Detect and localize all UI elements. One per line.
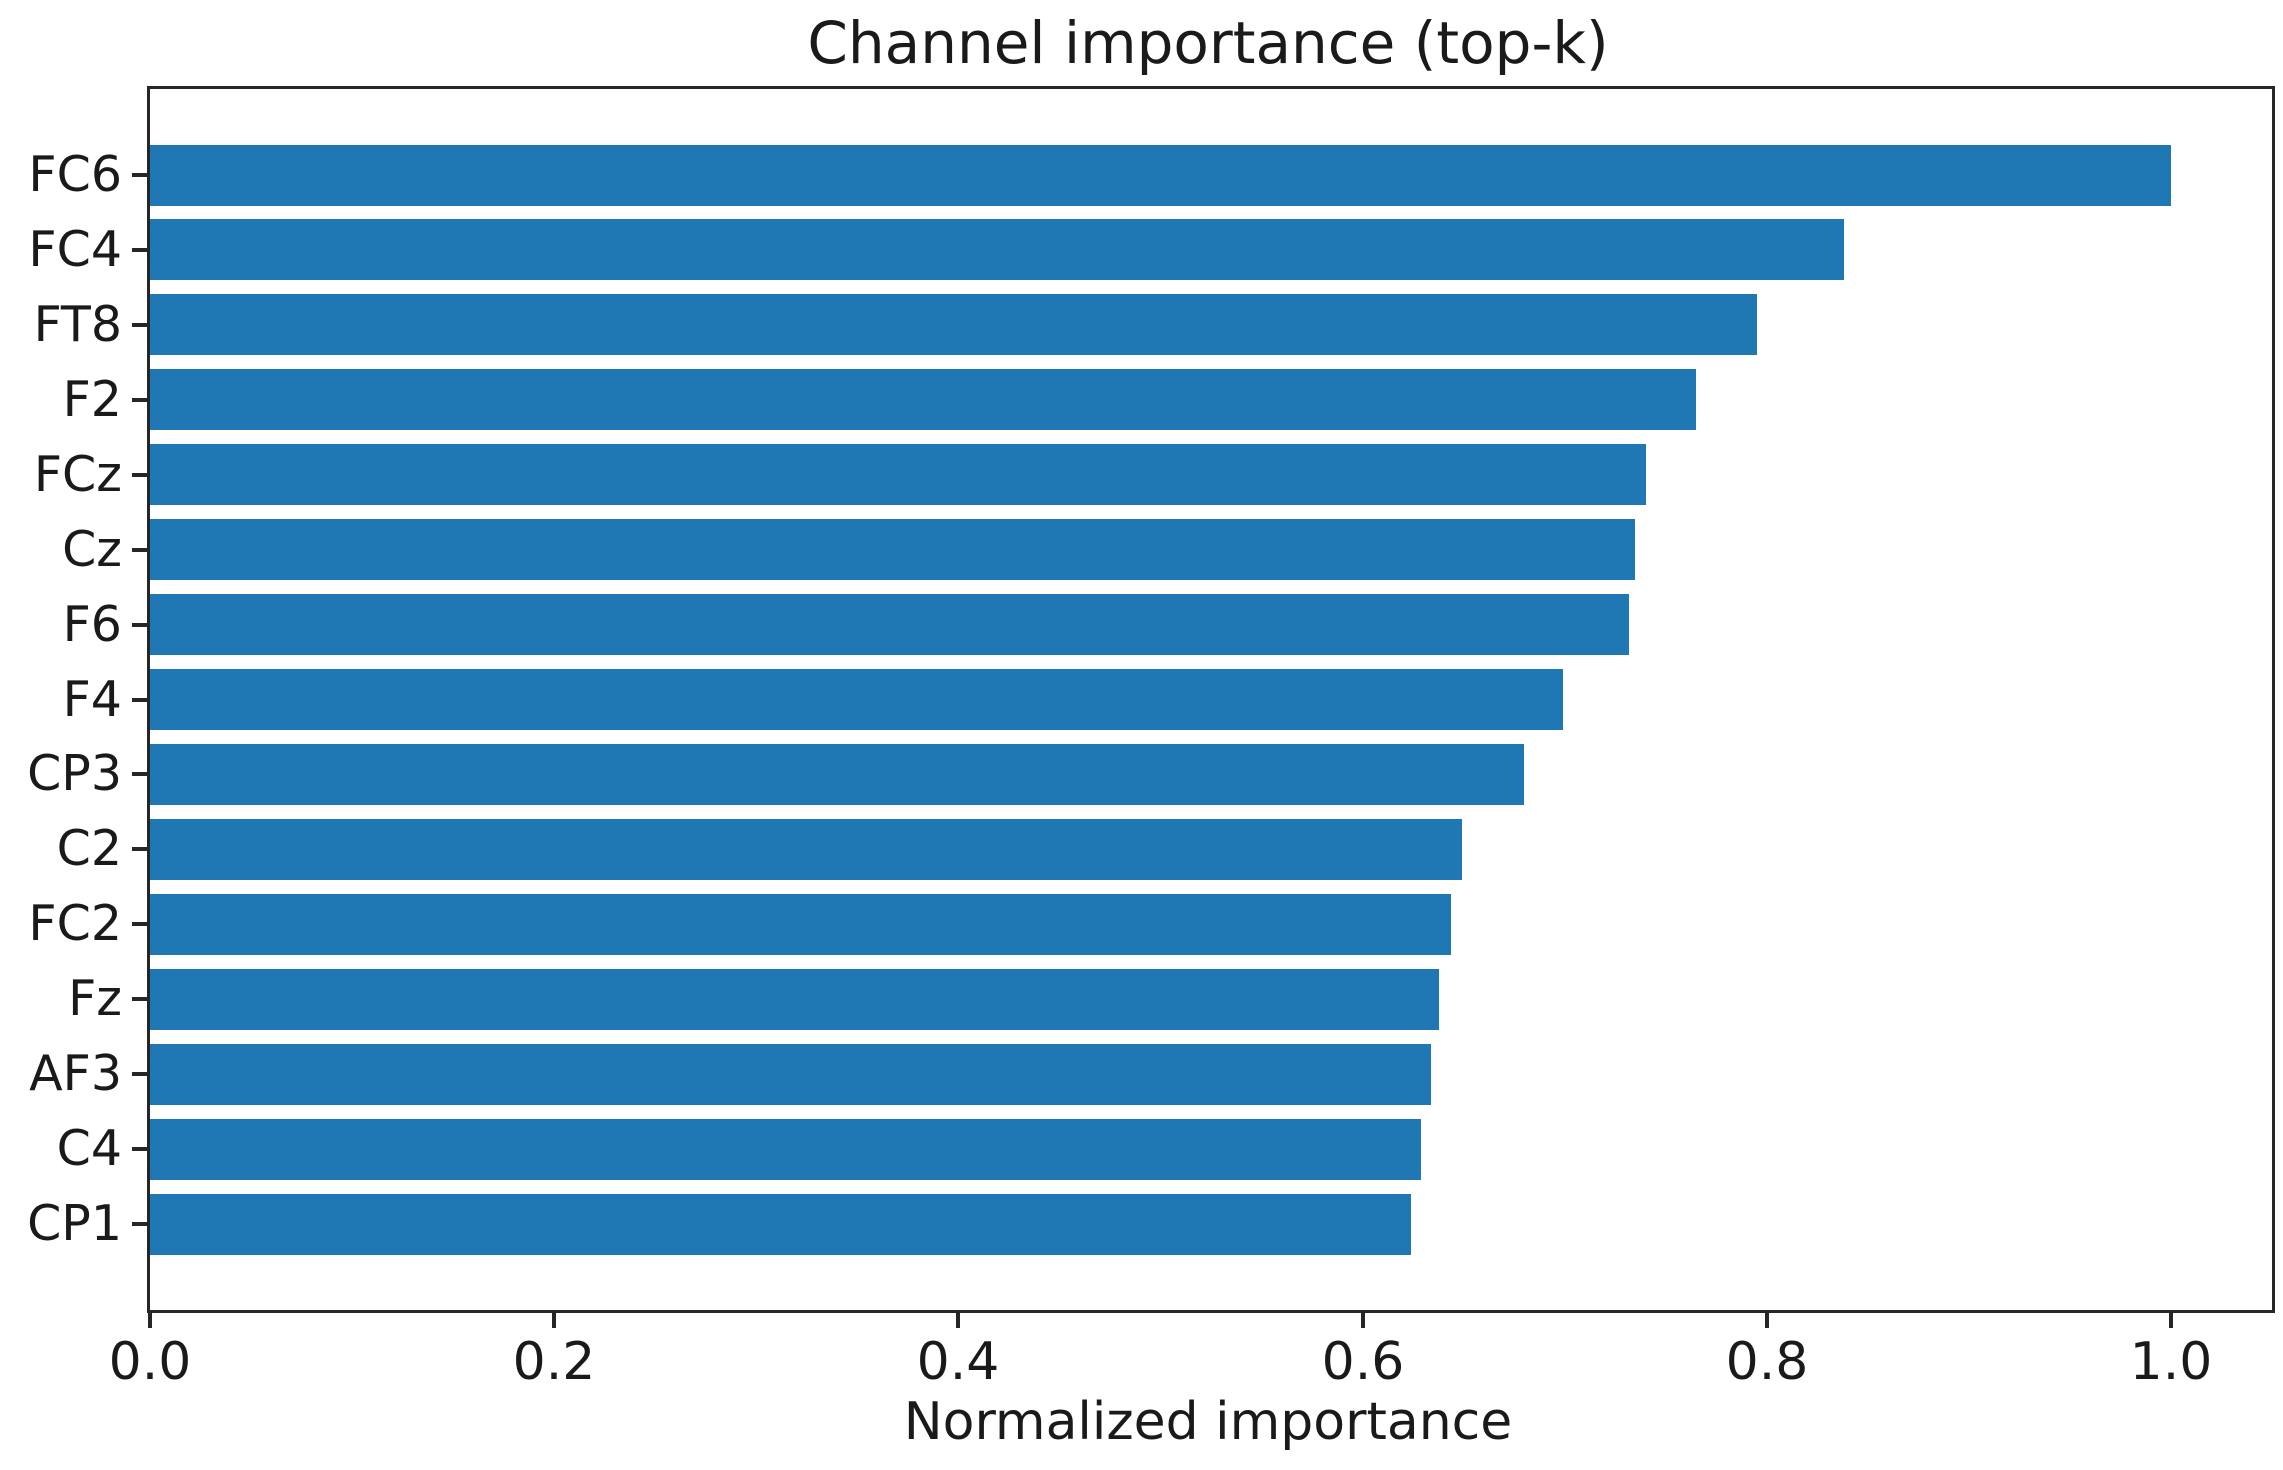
y-tick-mark [132,473,147,477]
y-tick-label: FC6 [28,146,122,203]
bar-fz [150,969,1439,1030]
bar-f2 [150,369,1696,430]
bar-af3 [150,1044,1431,1105]
y-tick-mark [132,847,147,851]
x-tick-label: 0.8 [1725,1332,1809,1392]
y-tick-mark [132,248,147,252]
bar-f4 [150,669,1563,730]
y-tick-mark [132,1222,147,1226]
y-tick-label: F6 [62,596,122,653]
x-tick-mark [1765,1313,1769,1328]
y-tick-mark [132,398,147,402]
x-tick-mark [552,1313,556,1328]
bar-fc2 [150,894,1451,955]
y-tick-mark [132,1147,147,1151]
x-tick-mark [956,1313,960,1328]
y-tick-label: Fz [68,970,122,1027]
y-tick-label: AF3 [29,1045,122,1102]
y-tick-label: CP1 [27,1195,122,1252]
x-tick-mark [148,1313,152,1328]
y-tick-label: C4 [56,1120,122,1177]
bar-fc4 [150,219,1844,280]
bar-f6 [150,594,1629,655]
x-tick-label: 0.0 [108,1332,192,1392]
y-tick-label: CP3 [27,745,122,802]
plot-area: FC6 FC4 FT8 F2 FCz Cz F6 F4 CP3 C2 FC2 Fz AF3 C4 CP1 0.… [27,86,2275,1390]
x-axis-label: Normalized importance [903,1392,1513,1452]
x-tick-mark [1361,1313,1365,1328]
y-tick-mark [132,173,147,177]
bar-c4 [150,1119,1421,1180]
x-tick-label: 0.2 [512,1332,596,1392]
bar-c2 [150,819,1462,880]
y-tick-label: FT8 [33,296,122,353]
y-tick-label: F4 [62,671,122,728]
y-tick-mark [132,698,147,702]
y-tick-mark [132,323,147,327]
x-tick-label: 0.6 [1321,1332,1405,1392]
y-tick-label: Cz [62,521,122,578]
bar-fcz [150,444,1646,505]
bar-cp3 [150,744,1524,805]
x-tick-mark [2169,1313,2173,1328]
y-tick-mark [132,548,147,552]
y-tick-label: FCz [33,446,122,503]
x-tick-label: 0.4 [916,1332,1000,1392]
chart-title: Channel importance (top-k) [807,9,1609,77]
bar-cp1 [150,1194,1411,1255]
bar-ft8 [150,294,1757,355]
y-tick-mark [132,1072,147,1076]
bar-cz [150,519,1635,580]
y-tick-label: F2 [62,371,122,428]
y-tick-mark [132,772,147,776]
y-tick-mark [132,922,147,926]
y-tick-mark [132,623,147,627]
y-tick-label: C2 [56,820,122,877]
x-tick-label: 1.0 [2129,1332,2213,1392]
y-tick-label: FC4 [28,221,122,278]
y-tick-mark [132,997,147,1001]
y-tick-label: FC2 [28,895,122,952]
bar-fc6 [150,145,2171,206]
